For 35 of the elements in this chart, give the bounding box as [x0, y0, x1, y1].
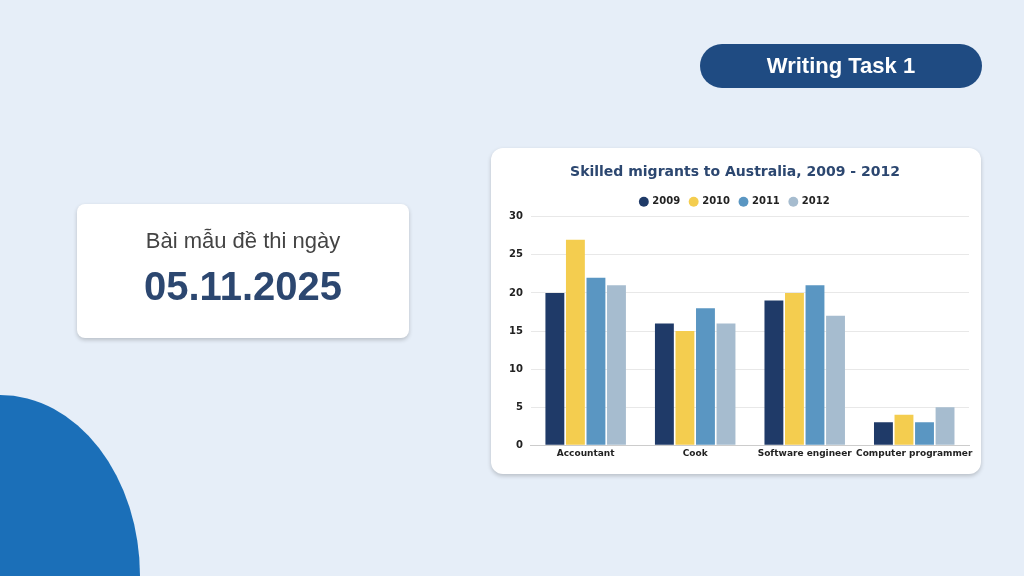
bar [935, 407, 955, 445]
bar [826, 315, 845, 445]
bar [565, 239, 585, 445]
bar [915, 422, 934, 445]
y-tick-label: 0 [515, 438, 523, 450]
legend-label: 2010 [702, 195, 731, 207]
bar [696, 308, 715, 445]
y-tick-label: 5 [515, 400, 523, 412]
x-tick-label: Cook [682, 447, 709, 458]
bar [716, 323, 736, 445]
y-tick-label: 25 [508, 248, 523, 260]
text: 05.11.2025 [143, 264, 343, 309]
chart-title: Skilled migrants to Australia, 2009 - 2012 [570, 163, 900, 180]
x-tick-label: Software engineer [757, 447, 853, 458]
legend-label: 2012 [801, 195, 830, 207]
bar [764, 300, 784, 445]
bar [675, 331, 695, 445]
x-tick-label: Computer programmer [856, 447, 973, 458]
bar [785, 292, 804, 445]
y-tick-label: 15 [508, 324, 523, 336]
text: Writing Task 1 [700, 44, 982, 88]
y-tick-label: 20 [508, 286, 523, 298]
bar [894, 414, 914, 445]
legend-label: 2009 [652, 195, 681, 207]
x-tick-label: Accountant [556, 447, 616, 458]
bar [607, 285, 626, 445]
y-tick-label: 30 [508, 210, 523, 222]
bar [545, 292, 565, 445]
bar [654, 323, 674, 445]
y-tick-label: 10 [508, 362, 523, 374]
bar [805, 285, 825, 445]
text: Bài mẫu đề thi ngày [144, 228, 342, 254]
bar [586, 277, 606, 445]
legend-label: 2011 [752, 195, 780, 207]
bar [873, 422, 893, 445]
